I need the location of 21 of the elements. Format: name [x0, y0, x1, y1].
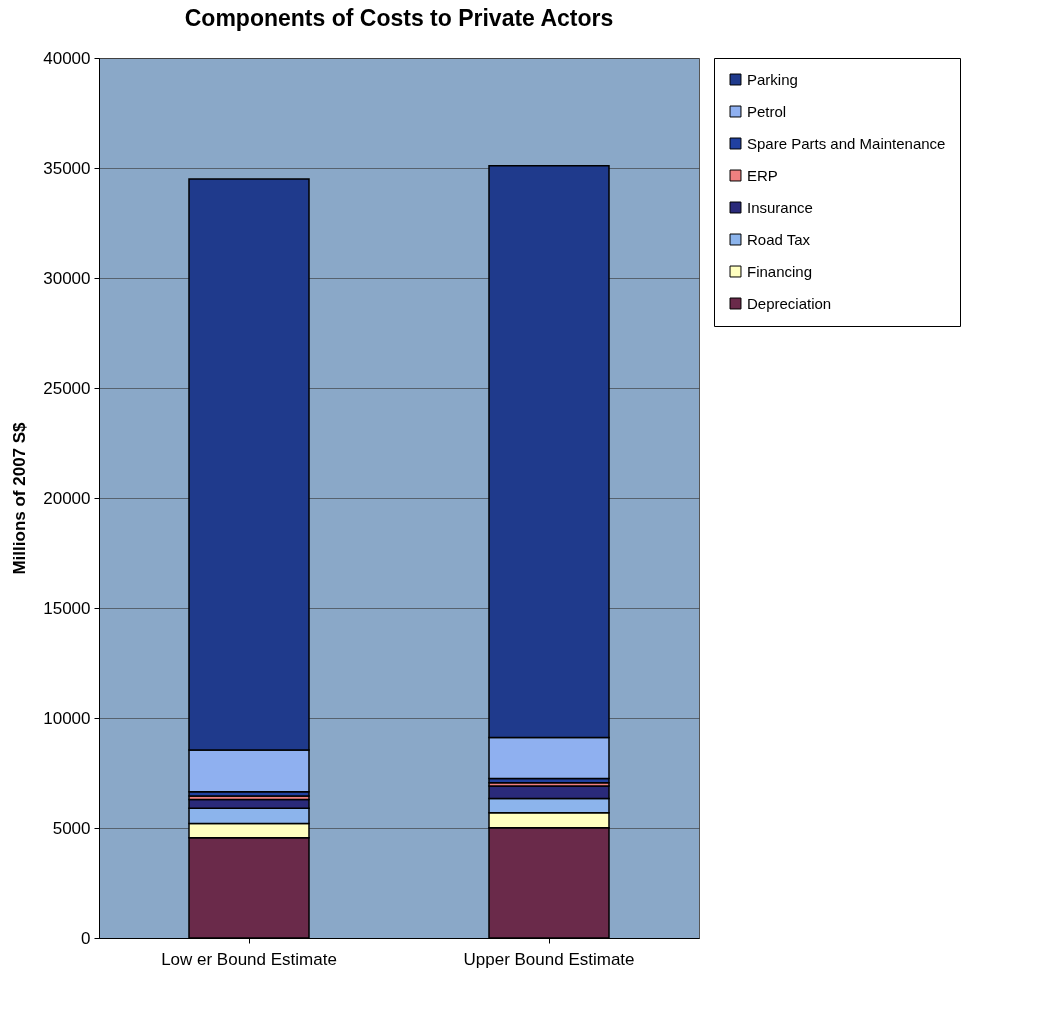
y-tick-label: 35000 [43, 158, 91, 178]
y-tick-label: 25000 [43, 378, 91, 398]
y-axis-title: Millions of 2007 S$ [10, 421, 30, 575]
legend-label: Petrol [747, 102, 787, 120]
legend-label: ERP [747, 166, 778, 184]
y-tick-label: 10000 [43, 708, 91, 728]
legend-label: Insurance [747, 198, 813, 216]
x-tick-label: Upper Bound Estimate [463, 949, 635, 969]
legend-label: Spare Parts and Maintenance [747, 134, 946, 152]
y-tick-label: 20000 [43, 488, 91, 508]
y-tick-label: 40000 [43, 48, 91, 68]
legend-label: Road Tax [747, 230, 811, 248]
y-tick-label: 30000 [43, 268, 91, 288]
legend-label: Parking [747, 70, 798, 88]
y-tick-label: 0 [81, 928, 91, 948]
x-tick-label: Low er Bound Estimate [161, 949, 337, 969]
y-tick-label: 5000 [52, 818, 91, 838]
chart-title: Components of Costs to Private Actors [184, 5, 614, 31]
legend-label: Depreciation [747, 294, 832, 312]
legend-label: Financing [747, 262, 813, 280]
y-tick-label: 15000 [43, 598, 91, 618]
